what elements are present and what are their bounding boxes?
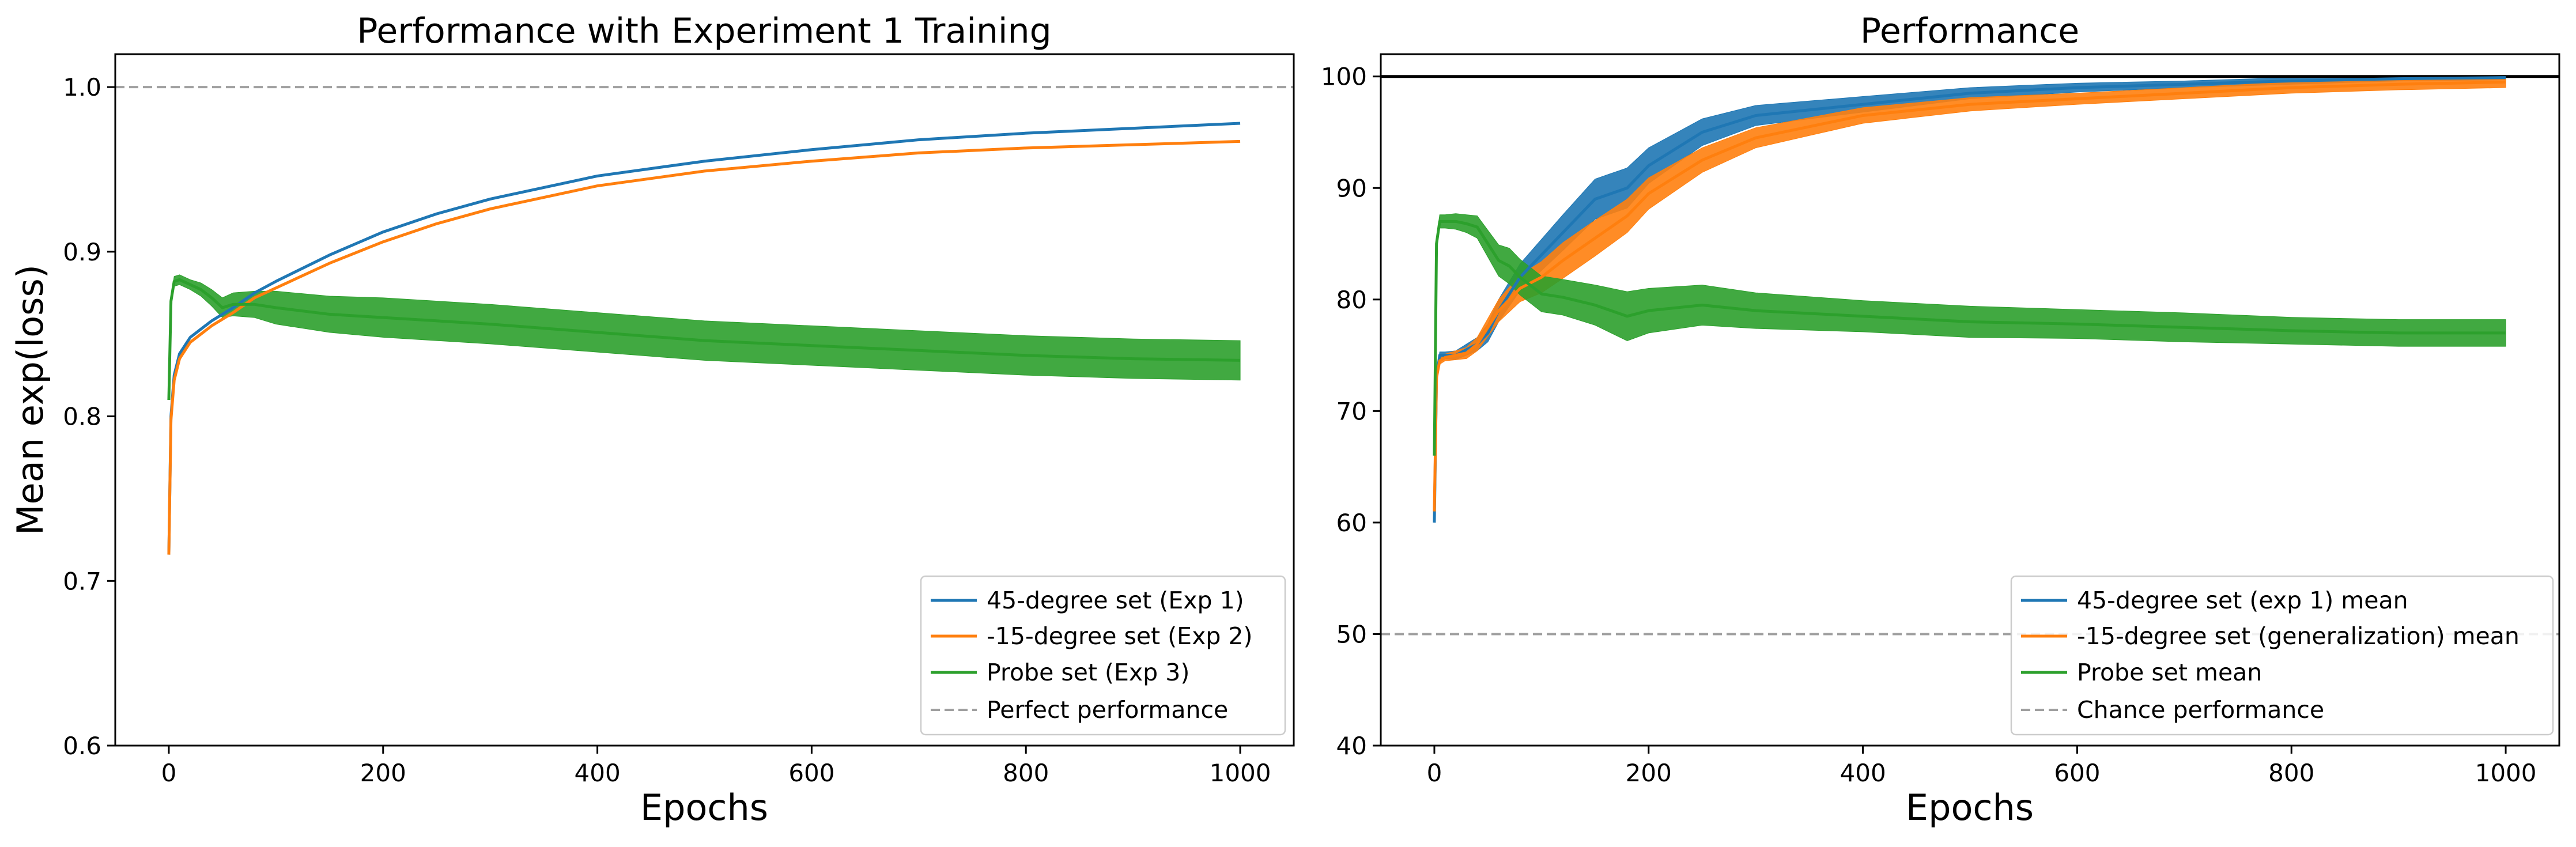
y-tick-label: 0.9 bbox=[63, 238, 101, 266]
chart-left-axes-frame bbox=[114, 53, 1295, 747]
legend-label-exp2: -15-degree set (Exp 2) bbox=[987, 622, 1252, 650]
chart-left-x-ticks: 0 200 400 600 800 1000 bbox=[161, 746, 1271, 787]
series-line-15-degree-set-generalization-mean bbox=[1433, 80, 2506, 512]
chart-right-plot-area bbox=[1381, 75, 2559, 636]
series-line-45-degree-set-exp-1 bbox=[167, 122, 1241, 555]
legend-label-chance: Chance performance bbox=[2077, 696, 2324, 724]
y-tick-label: 40 bbox=[1336, 732, 1367, 760]
y-tick-label: 90 bbox=[1336, 174, 1367, 202]
x-tick-label: 200 bbox=[360, 759, 406, 787]
chart-left-y-axis-label: Mean exp(loss) bbox=[9, 264, 51, 535]
band-15-degree-set-generalization-mean bbox=[1434, 76, 2506, 512]
y-tick-label: 70 bbox=[1336, 397, 1367, 425]
chart-left: Performance with Experiment 1 Training 0… bbox=[9, 11, 1295, 829]
chart-right-legend-box bbox=[2010, 575, 2554, 736]
y-tick-label: 50 bbox=[1336, 620, 1367, 648]
chart-left-y-ticks: 0.6 0.7 0.8 0.9 1.0 bbox=[63, 73, 115, 760]
y-tick-label: 0.8 bbox=[63, 403, 101, 431]
x-tick-label: 1000 bbox=[2475, 759, 2537, 787]
x-tick-label: 0 bbox=[1427, 759, 1442, 787]
x-tick-label: 0 bbox=[161, 759, 177, 787]
x-tick-label: 600 bbox=[788, 759, 834, 787]
chart-right-y-ticks: 40 50 60 70 80 90 100 bbox=[1321, 63, 1381, 760]
x-tick-label: 600 bbox=[2054, 759, 2100, 787]
series-line-probe-set-mean bbox=[1433, 220, 2506, 456]
legend-label-exp1-mean: 45-degree set (exp 1) mean bbox=[2077, 587, 2408, 614]
chart-right-x-axis-label: Epochs bbox=[1906, 786, 2034, 829]
x-tick-label: 200 bbox=[1626, 759, 1672, 787]
y-tick-label: 60 bbox=[1336, 509, 1367, 537]
chart-right-title: Performance bbox=[1860, 11, 2079, 51]
x-tick-label: 1000 bbox=[1210, 759, 1271, 787]
legend-label-probe-mean: Probe set mean bbox=[2077, 659, 2262, 686]
chart-right-series-lines bbox=[1433, 76, 2506, 523]
x-tick-label: 800 bbox=[1003, 759, 1049, 787]
chart-left-legend: 45-degree set (Exp 1) -15-degree set (Ex… bbox=[920, 575, 1286, 736]
chart-left-series-lines bbox=[167, 122, 1241, 555]
chart-left-x-axis-label: Epochs bbox=[640, 786, 768, 829]
chart-right: Performance 0 200 400 600 800 1000 40 50 60 70 80… bbox=[1321, 11, 2560, 829]
chart-right-x-ticks: 0 200 400 600 800 1000 bbox=[1427, 746, 2537, 787]
y-tick-label: 1.0 bbox=[63, 73, 101, 101]
x-tick-label: 800 bbox=[2268, 759, 2314, 787]
chart-left-plot-area bbox=[115, 86, 1294, 555]
legend-label-perfect: Perfect performance bbox=[987, 696, 1228, 724]
y-tick-label: 0.7 bbox=[63, 567, 101, 595]
legend-label-exp1: 45-degree set (Exp 1) bbox=[987, 587, 1244, 614]
chart-right-legend: 45-degree set (exp 1) mean -15-degree se… bbox=[2010, 575, 2554, 736]
chart-left-title: Performance with Experiment 1 Training bbox=[357, 11, 1051, 51]
legend-label-probe: Probe set (Exp 3) bbox=[987, 659, 1189, 686]
x-tick-label: 400 bbox=[1840, 759, 1886, 787]
legend-label-generalization-mean: -15-degree set (generalization) mean bbox=[2077, 622, 2520, 650]
y-tick-label: 100 bbox=[1321, 63, 1367, 91]
series-line-15-degree-set-exp-2 bbox=[167, 139, 1241, 555]
x-tick-label: 400 bbox=[575, 759, 621, 787]
series-line-probe-set-exp-3 bbox=[167, 278, 1241, 400]
y-tick-label: 0.6 bbox=[63, 732, 101, 760]
chart-right-axes-frame bbox=[1380, 53, 2560, 747]
chart-left-legend-box bbox=[920, 575, 1286, 736]
y-tick-label: 80 bbox=[1336, 286, 1367, 314]
